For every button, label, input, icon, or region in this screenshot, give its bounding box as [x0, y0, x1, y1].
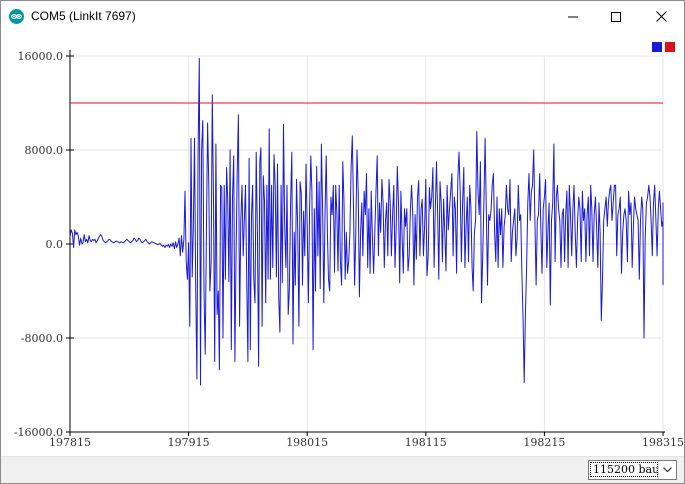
x-tick-label: 197815	[49, 436, 91, 449]
minimize-button[interactable]	[550, 1, 596, 32]
y-tick-label: 0.0	[46, 238, 64, 251]
x-tick-label: 198215	[523, 436, 565, 449]
close-icon	[655, 11, 667, 22]
y-tick-label: -16000.0	[14, 426, 63, 439]
maximize-button[interactable]	[593, 1, 639, 32]
close-button[interactable]	[638, 1, 684, 32]
window-title: COM5 (LinkIt 7697)	[31, 9, 136, 23]
plot-area[interactable]: 16000.0 8000.0 0.0 -8000.0 -16000.0 197815 197…	[1, 32, 684, 456]
x-tick-label: 198115	[405, 436, 447, 449]
y-tick-label: -8000.0	[21, 332, 63, 345]
baud-dropdown-button[interactable]	[658, 461, 676, 479]
arduino-logo-icon	[9, 9, 24, 24]
legend-swatch-1	[652, 42, 662, 52]
x-tick-label: 198315	[642, 436, 684, 449]
minimize-icon	[568, 16, 578, 17]
x-tick-label: 198015	[286, 436, 328, 449]
maximize-icon	[611, 11, 621, 22]
legend-swatch-2	[665, 42, 675, 52]
baud-rate-select[interactable]: 115200 baud	[588, 460, 677, 480]
status-bar: 115200 baud	[1, 456, 684, 483]
chevron-down-icon	[663, 467, 672, 473]
y-tick-label: 16000.0	[18, 50, 64, 63]
y-tick-label: 8000.0	[25, 144, 64, 157]
baud-rate-value: 115200 baud	[590, 462, 658, 477]
title-bar[interactable]: COM5 (LinkIt 7697)	[1, 1, 684, 32]
series-1-line	[69, 57, 664, 386]
x-tick-label: 197915	[168, 436, 210, 449]
